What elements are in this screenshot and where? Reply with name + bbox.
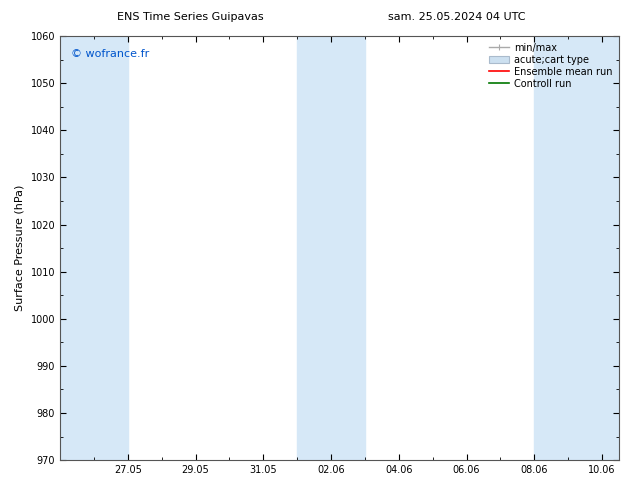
Text: ENS Time Series Guipavas: ENS Time Series Guipavas xyxy=(117,12,264,22)
Bar xyxy=(534,36,619,460)
Bar xyxy=(297,36,365,460)
Text: © wofrance.fr: © wofrance.fr xyxy=(71,49,150,59)
Legend: min/max, acute;cart type, Ensemble mean run, Controll run: min/max, acute;cart type, Ensemble mean … xyxy=(488,41,614,91)
Text: sam. 25.05.2024 04 UTC: sam. 25.05.2024 04 UTC xyxy=(388,12,525,22)
Y-axis label: Surface Pressure (hPa): Surface Pressure (hPa) xyxy=(15,185,25,311)
Bar xyxy=(60,36,128,460)
